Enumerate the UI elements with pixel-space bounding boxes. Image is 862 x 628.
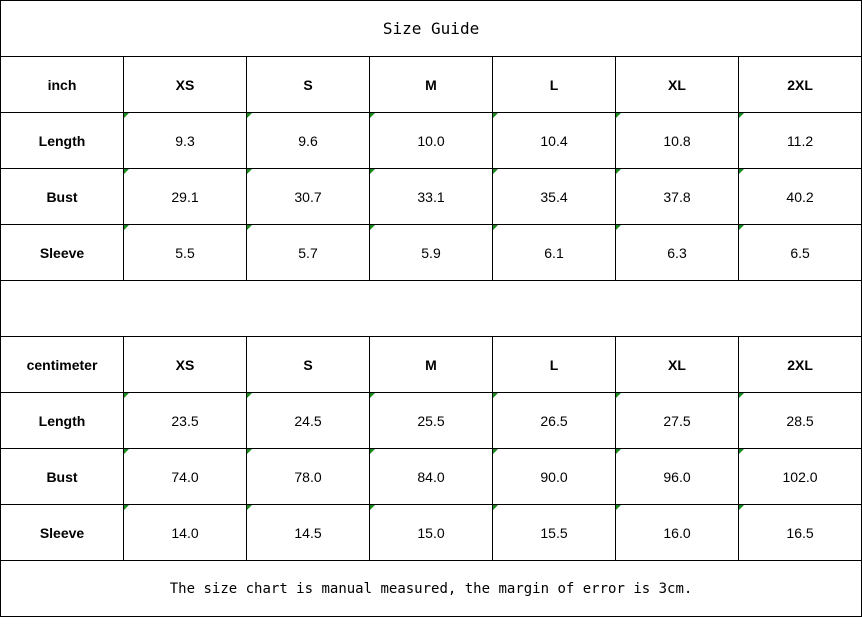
table-row: Sleeve 14.0 14.5 15.0 15.5 16.0 16.5: [0, 504, 862, 561]
value-cell[interactable]: 14.0: [123, 504, 247, 561]
table-row: Sleeve 5.5 5.7 5.9 6.1 6.3 6.5: [0, 224, 862, 281]
value-cell[interactable]: 24.5: [246, 392, 370, 449]
size-header[interactable]: S: [246, 56, 370, 113]
value-cell[interactable]: 40.2: [737, 168, 862, 225]
value-cell[interactable]: 11.2: [737, 112, 862, 169]
value-cell[interactable]: 30.7: [246, 168, 370, 225]
size-header[interactable]: S: [246, 336, 370, 393]
value-cell[interactable]: 5.5: [123, 224, 247, 281]
value-cell[interactable]: 78.0: [246, 448, 370, 505]
spacer-row: [0, 280, 862, 337]
value-cell[interactable]: 5.9: [369, 224, 493, 281]
value-cell[interactable]: 27.5: [615, 392, 739, 449]
row-label[interactable]: Bust: [0, 168, 124, 225]
header-row: inch XS S M L XL 2XL: [0, 56, 862, 113]
table-row: Length 23.5 24.5 25.5 26.5 27.5 28.5: [0, 392, 862, 449]
value-cell[interactable]: 5.7: [246, 224, 370, 281]
size-header[interactable]: M: [369, 56, 493, 113]
measurement-note[interactable]: The size chart is manual measured, the m…: [0, 560, 862, 617]
value-cell[interactable]: 37.8: [615, 168, 739, 225]
row-label[interactable]: Sleeve: [0, 224, 124, 281]
value-cell[interactable]: 15.5: [492, 504, 616, 561]
value-cell[interactable]: 90.0: [492, 448, 616, 505]
value-cell[interactable]: 16.0: [615, 504, 739, 561]
size-header[interactable]: L: [492, 56, 616, 113]
unit-header[interactable]: centimeter: [0, 336, 124, 393]
size-header[interactable]: XS: [123, 56, 247, 113]
header-row: centimeter XS S M L XL 2XL: [0, 336, 862, 393]
row-label[interactable]: Sleeve: [0, 504, 124, 561]
value-cell[interactable]: 28.5: [737, 392, 862, 449]
value-cell[interactable]: 26.5: [492, 392, 616, 449]
size-header[interactable]: 2XL: [737, 336, 862, 393]
value-cell[interactable]: 6.1: [492, 224, 616, 281]
row-label[interactable]: Bust: [0, 448, 124, 505]
value-cell[interactable]: 10.4: [492, 112, 616, 169]
table-row: Bust 29.1 30.7 33.1 35.4 37.8 40.2: [0, 168, 862, 225]
value-cell[interactable]: 10.8: [615, 112, 739, 169]
row-label[interactable]: Length: [0, 112, 124, 169]
value-cell[interactable]: 102.0: [737, 448, 862, 505]
value-cell[interactable]: 35.4: [492, 168, 616, 225]
blank-cell[interactable]: [0, 280, 862, 337]
value-cell[interactable]: 15.0: [369, 504, 493, 561]
value-cell[interactable]: 84.0: [369, 448, 493, 505]
size-header[interactable]: XL: [615, 56, 739, 113]
note-row: The size chart is manual measured, the m…: [0, 560, 862, 617]
unit-header[interactable]: inch: [0, 56, 124, 113]
value-cell[interactable]: 14.5: [246, 504, 370, 561]
value-cell[interactable]: 10.0: [369, 112, 493, 169]
size-header[interactable]: 2XL: [737, 56, 862, 113]
table-row: Bust 74.0 78.0 84.0 90.0 96.0 102.0: [0, 448, 862, 505]
value-cell[interactable]: 9.3: [123, 112, 247, 169]
value-cell[interactable]: 6.3: [615, 224, 739, 281]
size-header[interactable]: M: [369, 336, 493, 393]
size-header[interactable]: L: [492, 336, 616, 393]
value-cell[interactable]: 74.0: [123, 448, 247, 505]
size-header[interactable]: XL: [615, 336, 739, 393]
row-label[interactable]: Length: [0, 392, 124, 449]
value-cell[interactable]: 96.0: [615, 448, 739, 505]
value-cell[interactable]: 25.5: [369, 392, 493, 449]
value-cell[interactable]: 29.1: [123, 168, 247, 225]
value-cell[interactable]: 23.5: [123, 392, 247, 449]
value-cell[interactable]: 6.5: [737, 224, 862, 281]
table-row: Length 9.3 9.6 10.0 10.4 10.8 11.2: [0, 112, 862, 169]
size-guide-title[interactable]: Size Guide: [0, 0, 862, 57]
size-header[interactable]: XS: [123, 336, 247, 393]
value-cell[interactable]: 16.5: [737, 504, 862, 561]
value-cell[interactable]: 33.1: [369, 168, 493, 225]
value-cell[interactable]: 9.6: [246, 112, 370, 169]
